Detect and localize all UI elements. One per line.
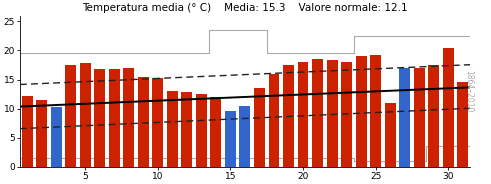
Bar bbox=[341, 62, 352, 167]
Bar bbox=[298, 62, 308, 167]
Bar bbox=[109, 69, 120, 167]
Bar bbox=[211, 97, 221, 167]
Bar bbox=[283, 65, 294, 167]
Bar bbox=[240, 106, 250, 167]
Bar bbox=[225, 112, 236, 167]
Bar bbox=[181, 92, 192, 167]
Bar bbox=[65, 65, 76, 167]
Bar bbox=[457, 82, 468, 167]
Bar bbox=[80, 63, 91, 167]
Bar bbox=[428, 65, 439, 167]
Bar bbox=[138, 77, 149, 167]
Bar bbox=[355, 56, 367, 167]
Title: Temperatura media (° C)    Media: 15.3    Valore normale: 12.1: Temperatura media (° C) Media: 15.3 Valo… bbox=[82, 3, 408, 13]
Bar bbox=[94, 69, 105, 167]
Bar bbox=[36, 100, 47, 167]
Bar bbox=[51, 107, 61, 167]
Bar bbox=[22, 96, 32, 167]
Bar bbox=[385, 103, 396, 167]
Bar bbox=[269, 74, 279, 167]
Bar bbox=[152, 78, 163, 167]
Bar bbox=[196, 94, 207, 167]
Bar bbox=[443, 48, 454, 167]
Bar bbox=[414, 68, 425, 167]
Bar bbox=[312, 59, 323, 167]
Bar bbox=[254, 88, 265, 167]
Bar bbox=[327, 60, 337, 167]
Bar bbox=[167, 91, 178, 167]
Bar bbox=[123, 68, 134, 167]
Y-axis label: 1864–2010: 1864–2010 bbox=[464, 70, 473, 112]
Bar bbox=[370, 55, 381, 167]
Bar bbox=[399, 68, 410, 167]
